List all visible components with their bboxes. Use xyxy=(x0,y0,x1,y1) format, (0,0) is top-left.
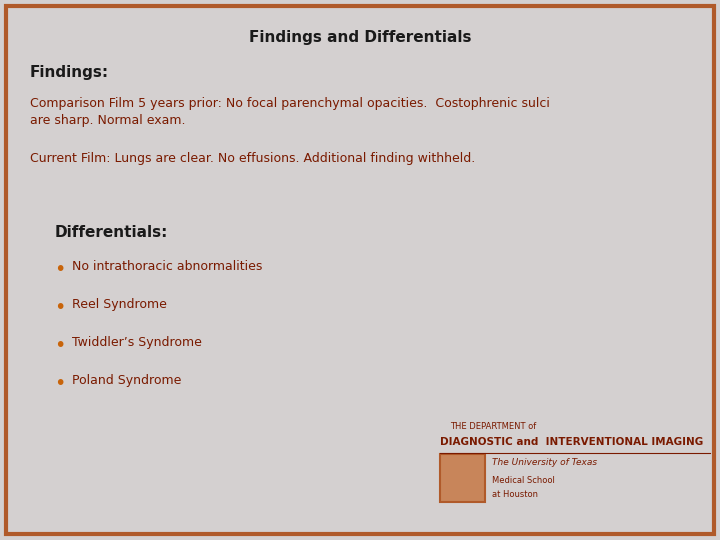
FancyBboxPatch shape xyxy=(6,6,714,534)
Text: at Houston: at Houston xyxy=(492,490,538,499)
Text: Differentials:: Differentials: xyxy=(55,225,168,240)
Text: •: • xyxy=(54,298,66,317)
Text: •: • xyxy=(54,336,66,355)
Text: THE DEPARTMENT of: THE DEPARTMENT of xyxy=(450,422,536,431)
Text: •: • xyxy=(54,374,66,393)
Text: DIAGNOSTIC and  INTERVENTIONAL IMAGING: DIAGNOSTIC and INTERVENTIONAL IMAGING xyxy=(440,437,703,447)
Text: Comparison Film 5 years prior: No focal parenchymal opacities.  Costophrenic sul: Comparison Film 5 years prior: No focal … xyxy=(30,97,550,127)
Text: The University of Texas: The University of Texas xyxy=(492,458,597,467)
Text: Current Film: Lungs are clear. No effusions. Additional finding withheld.: Current Film: Lungs are clear. No effusi… xyxy=(30,152,475,165)
Text: Twiddler’s Syndrome: Twiddler’s Syndrome xyxy=(72,336,202,349)
Text: Reel Syndrome: Reel Syndrome xyxy=(72,298,167,311)
Text: Findings and Differentials: Findings and Differentials xyxy=(248,30,472,45)
Text: Medical School: Medical School xyxy=(492,476,555,485)
Text: No intrathoracic abnormalities: No intrathoracic abnormalities xyxy=(72,260,262,273)
Text: Poland Syndrome: Poland Syndrome xyxy=(72,374,181,387)
FancyBboxPatch shape xyxy=(440,454,485,502)
Text: •: • xyxy=(54,260,66,279)
Text: Findings:: Findings: xyxy=(30,65,109,80)
